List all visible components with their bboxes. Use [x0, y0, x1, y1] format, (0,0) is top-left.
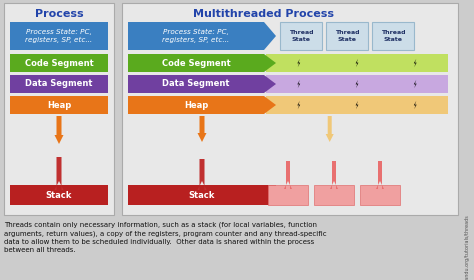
- Text: Code Segment: Code Segment: [162, 59, 230, 67]
- Text: Heap: Heap: [184, 101, 208, 109]
- PathPatch shape: [356, 80, 358, 88]
- Bar: [280, 22, 322, 50]
- PathPatch shape: [297, 59, 300, 67]
- Text: Code Segment: Code Segment: [25, 59, 93, 67]
- Text: Process State: PC,
registers, SP, etc...: Process State: PC, registers, SP, etc...: [26, 29, 92, 43]
- Bar: [266, 75, 448, 93]
- Bar: [326, 22, 368, 50]
- Text: Process State: PC,
registers, SP, etc...: Process State: PC, registers, SP, etc...: [163, 29, 229, 43]
- Text: Heap: Heap: [47, 101, 71, 109]
- PathPatch shape: [414, 80, 417, 88]
- PathPatch shape: [55, 157, 64, 190]
- Text: Thread
State: Thread State: [335, 31, 359, 42]
- Bar: [314, 185, 354, 205]
- Text: Threads contain only necessary information, such as a stack (for local variables: Threads contain only necessary informati…: [4, 222, 317, 228]
- Text: data to allow them to be scheduled individually.  Other data is shared within th: data to allow them to be scheduled indiv…: [4, 239, 314, 245]
- PathPatch shape: [356, 101, 358, 109]
- Bar: [10, 185, 108, 205]
- Text: Process: Process: [35, 9, 83, 19]
- Text: between all threads.: between all threads.: [4, 248, 76, 253]
- Text: Multithreaded Process: Multithreaded Process: [192, 9, 334, 19]
- PathPatch shape: [128, 96, 276, 114]
- Bar: [122, 3, 458, 215]
- PathPatch shape: [326, 116, 334, 142]
- PathPatch shape: [356, 59, 358, 67]
- Text: Thread
State: Thread State: [289, 31, 313, 42]
- PathPatch shape: [55, 116, 64, 144]
- Bar: [372, 22, 414, 50]
- PathPatch shape: [128, 22, 276, 50]
- Bar: [10, 96, 108, 114]
- Text: Stack: Stack: [189, 190, 215, 199]
- PathPatch shape: [128, 75, 276, 93]
- Bar: [266, 96, 448, 114]
- Text: arguments, return values), a copy of the registers, program counter and any thre: arguments, return values), a copy of the…: [4, 230, 327, 237]
- Text: Data Segment: Data Segment: [25, 80, 93, 88]
- Bar: [4, 3, 114, 215]
- PathPatch shape: [297, 80, 300, 88]
- PathPatch shape: [297, 101, 300, 109]
- Bar: [268, 185, 308, 205]
- PathPatch shape: [198, 116, 207, 142]
- Bar: [360, 185, 400, 205]
- Bar: [10, 75, 108, 93]
- Bar: [10, 54, 108, 72]
- PathPatch shape: [330, 161, 338, 189]
- Bar: [10, 22, 108, 50]
- Bar: [266, 54, 448, 72]
- Bar: [128, 185, 276, 205]
- PathPatch shape: [414, 101, 417, 109]
- PathPatch shape: [284, 161, 292, 189]
- Text: Thread
State: Thread State: [381, 31, 405, 42]
- PathPatch shape: [376, 161, 384, 189]
- Text: © Alfred Park, http://randu.org/tutorials/threads: © Alfred Park, http://randu.org/tutorial…: [465, 215, 470, 280]
- PathPatch shape: [198, 159, 207, 190]
- PathPatch shape: [128, 54, 276, 72]
- Text: Stack: Stack: [46, 190, 72, 199]
- Text: Data Segment: Data Segment: [162, 80, 230, 88]
- PathPatch shape: [414, 59, 417, 67]
